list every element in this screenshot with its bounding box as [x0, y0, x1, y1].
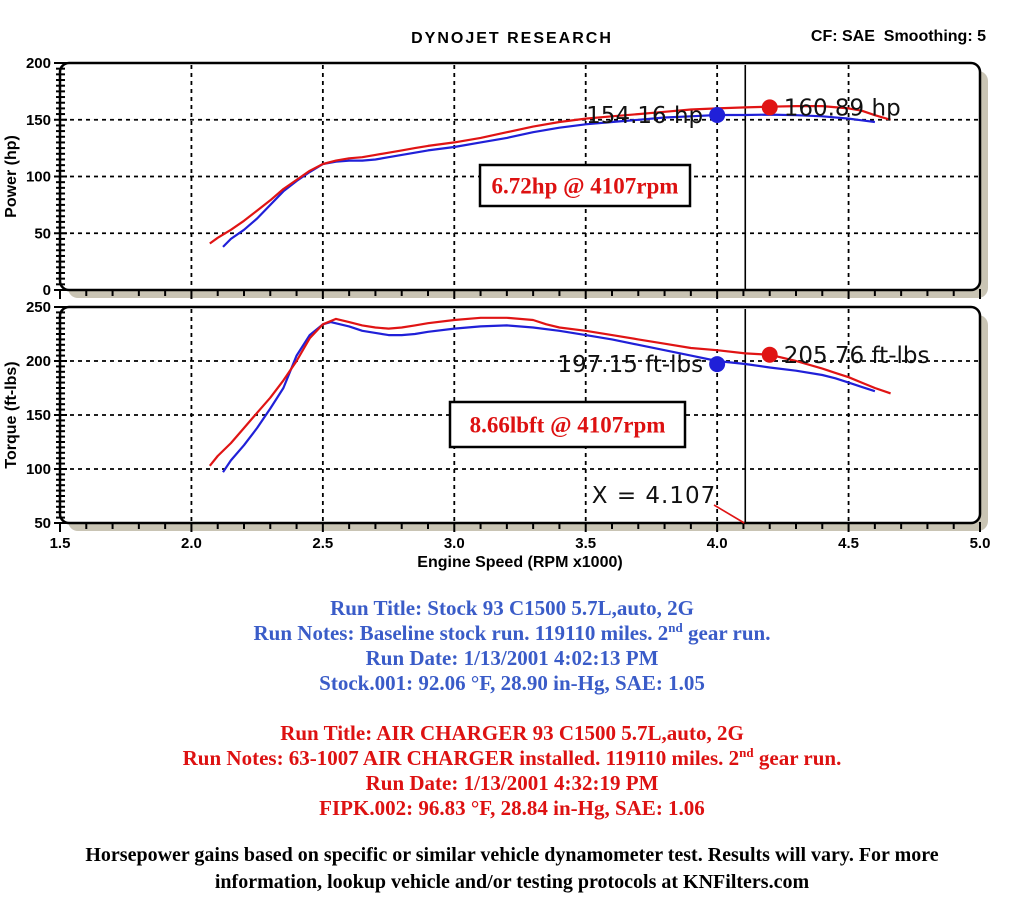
run-notes: Run Notes: Baseline stock run. 119110 mi… [253, 620, 771, 645]
y-axis-title: Power (hp) [3, 135, 20, 218]
y-tick-label: 250 [26, 299, 51, 316]
disclaimer-line-2: information, lookup vehicle and/or testi… [214, 871, 810, 893]
cursor-value-label: X = 4.107 [592, 483, 717, 509]
x-tick-label: 3.5 [575, 535, 596, 552]
run-date: Run Date: 1/13/2001 4:32:19 PM [365, 771, 659, 795]
y-tick-label: 50 [34, 225, 51, 242]
y-tick-label: 0 [43, 282, 51, 299]
run-stats: Stock.001: 92.06 °F, 28.90 in-Hg, SAE: 1… [319, 671, 705, 695]
disclaimer-line-1: Horsepower gains based on specific or si… [85, 844, 939, 866]
run-date: Run Date: 1/13/2001 4:02:13 PM [365, 646, 659, 670]
marker-value-label: 154.16 hp [586, 103, 703, 129]
gain-callout-label: 6.72hp @ 4107rpm [492, 174, 679, 200]
run-notes: Run Notes: 63-1007 AIR CHARGER installed… [182, 745, 842, 770]
x-tick-label: 4.5 [838, 535, 859, 552]
callout-box [448, 400, 687, 449]
x-axis-title: Engine Speed (RPM x1000) [417, 554, 622, 571]
disclaimer-text: Horsepower gains based on specific or si… [0, 842, 1024, 896]
y-tick-label: 100 [26, 461, 51, 478]
y-tick-label: 50 [34, 515, 51, 532]
marker-dot-blue[interactable] [709, 107, 726, 124]
run-title: Run Title: AIR CHARGER 93 C1500 5.7L,aut… [280, 721, 744, 745]
marker-dot-red[interactable] [761, 99, 778, 116]
x-tick-label: 5.0 [970, 535, 991, 552]
x-tick-label: 3.0 [444, 535, 465, 552]
correction-factor-label: CF: SAE Smoothing: 5 [810, 28, 986, 45]
callout-box [478, 163, 692, 208]
x-tick-label: 1.5 [50, 535, 71, 552]
curve-air-charger [208, 316, 891, 467]
y-tick-label: 100 [26, 169, 51, 186]
y-axis-title: Torque (ft-lbs) [3, 361, 20, 468]
curve-stock-baseline [222, 113, 876, 248]
cursor-pointer-line [713, 504, 745, 524]
marker-dot-blue[interactable] [709, 356, 726, 373]
marker-value-label: 197.15 ft-lbs [557, 352, 703, 378]
y-tick-label: 150 [26, 407, 51, 424]
marker-value-label: 160.89 hp [784, 95, 901, 121]
x-tick-label: 2.0 [181, 535, 202, 552]
run-title: Run Title: Stock 93 C1500 5.7L,auto, 2G [330, 596, 694, 620]
run-block-stock: Run Title: Stock 93 C1500 5.7L,auto, 2G … [0, 596, 1024, 696]
marker-value-label: 205.76 ft-lbs [784, 343, 930, 369]
marker-dot-red[interactable] [761, 346, 778, 363]
run-block-aircharger: Run Title: AIR CHARGER 93 C1500 5.7L,aut… [0, 721, 1024, 821]
chart-title: DYNOJET RESEARCH [411, 30, 613, 47]
dyno-chart: 0 50 100 150 200 6.72hp @ 4107rpm 154.16 hp 160… [3, 55, 991, 571]
run-info-section: Run Title: Stock 93 C1500 5.7L,auto, 2G … [0, 596, 1024, 846]
x-tick-label: 4.0 [707, 535, 728, 552]
y-tick-label: 200 [26, 353, 51, 370]
curve-stock-baseline [222, 321, 876, 473]
gain-callout-label: 8.66lbft @ 4107rpm [470, 413, 666, 439]
x-tick-label: 2.5 [312, 535, 333, 552]
run-stats: FIPK.002: 96.83 °F, 28.84 in-Hg, SAE: 1.… [319, 796, 705, 820]
y-tick-label: 150 [26, 112, 51, 129]
y-tick-label: 200 [26, 55, 51, 72]
